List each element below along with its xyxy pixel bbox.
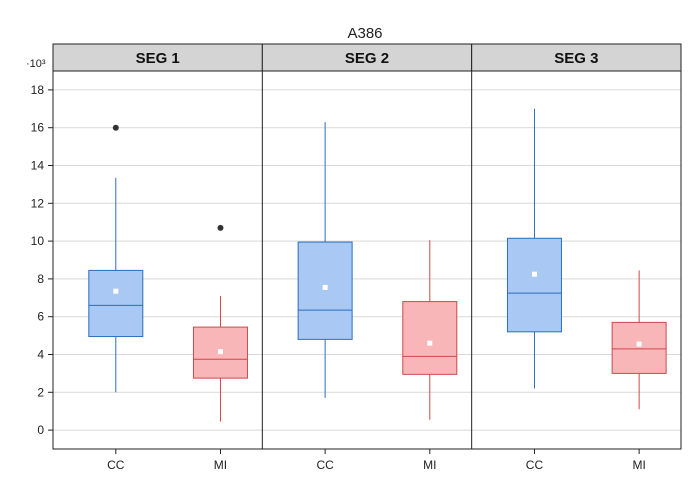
box-mi: MI	[192, 224, 248, 472]
panel-header	[471, 43, 682, 72]
mean-marker	[636, 341, 642, 347]
iqr-box	[88, 269, 144, 338]
x-tick-label: CC	[526, 458, 544, 472]
iqr-box	[402, 301, 458, 375]
panel-header	[261, 43, 473, 72]
x-tick-label: MI	[632, 458, 645, 472]
y-axis: 0 2 4 6 8 10 12 14 16 18	[31, 83, 53, 437]
panel-3: SEG 3 CC MI	[471, 43, 682, 472]
y-tick-label: 2	[37, 385, 44, 399]
y-tick-label: 18	[31, 83, 45, 97]
y-tick-label: 8	[37, 272, 44, 286]
y-tick-label: 10	[31, 234, 45, 248]
plot-frame	[52, 43, 682, 450]
box-mi: MI	[611, 270, 667, 472]
x-tick-label: MI	[423, 458, 436, 472]
panel-1: SEG 1 CC MI	[52, 43, 263, 472]
y-tick-label: 12	[31, 196, 45, 210]
y-tick-label: 4	[37, 348, 44, 362]
panel-header-label: SEG 1	[136, 50, 180, 67]
box-mi: MI	[402, 240, 458, 472]
mean-marker	[531, 271, 537, 277]
chart-title: A386	[347, 25, 382, 42]
x-tick-label: MI	[214, 458, 227, 472]
iqr-box	[192, 326, 248, 379]
y-tick-label: 14	[31, 159, 45, 173]
mean-marker	[427, 340, 433, 346]
grid-lines	[53, 89, 681, 431]
panel-2: SEG 2 CC MI	[261, 43, 473, 472]
iqr-box	[506, 237, 562, 333]
mean-marker	[217, 349, 223, 355]
box-cc: CC	[88, 124, 144, 472]
y-tick-label: 16	[31, 121, 45, 135]
y-multiplier-label: ·10³	[26, 58, 46, 70]
x-tick-label: CC	[316, 458, 334, 472]
iqr-box	[611, 321, 667, 374]
mean-marker	[113, 288, 119, 294]
x-tick-label: CC	[107, 458, 125, 472]
box-cc: CC	[506, 108, 562, 472]
iqr-box	[297, 241, 353, 340]
mean-marker	[322, 284, 328, 290]
panel-header-label: SEG 2	[345, 50, 389, 67]
outlier-point	[217, 224, 224, 231]
panels: SEG 1 CC MI SEG 2 CC MI SEG 3 CC MI	[52, 43, 682, 472]
y-tick-label: 6	[37, 310, 44, 324]
box-cc: CC	[297, 122, 353, 472]
panel-header-label: SEG 3	[554, 50, 598, 67]
outlier-point	[112, 124, 119, 131]
y-tick-label: 0	[37, 423, 44, 437]
